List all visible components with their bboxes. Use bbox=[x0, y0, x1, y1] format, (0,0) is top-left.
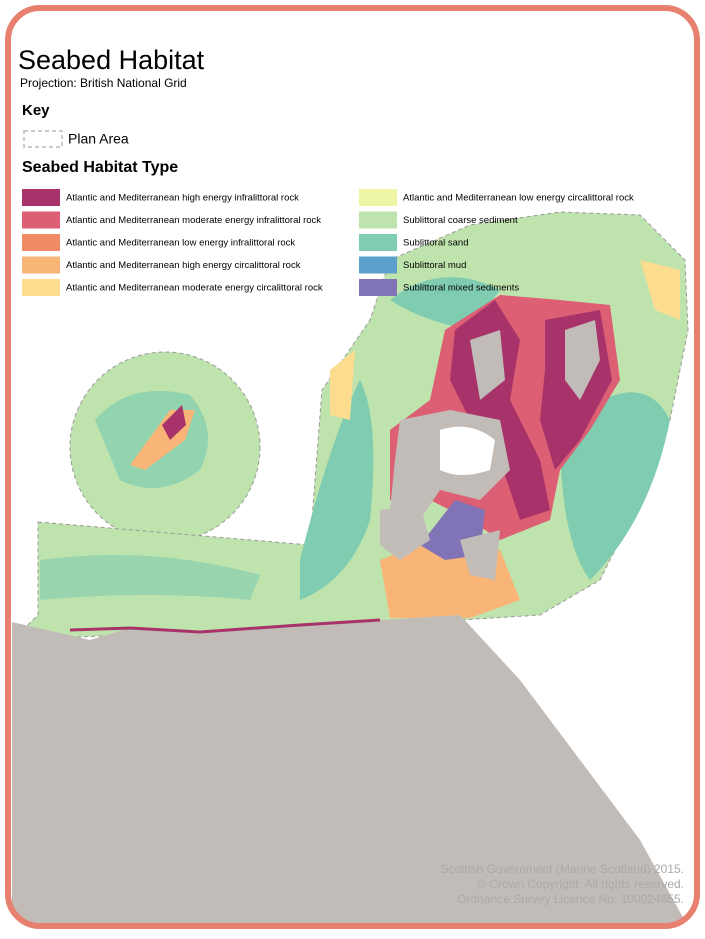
mainland bbox=[12, 615, 690, 926]
legend-swatch bbox=[359, 279, 397, 296]
habitat-area bbox=[300, 380, 374, 600]
legend-heading: Seabed Habitat Type bbox=[22, 159, 178, 176]
land bbox=[470, 330, 505, 400]
land-interior bbox=[440, 426, 495, 475]
plan-area-swatch bbox=[23, 130, 63, 148]
habitat-area bbox=[640, 260, 680, 320]
land bbox=[460, 530, 500, 580]
legend-label: Atlantic and Mediterranean low energy ci… bbox=[403, 193, 634, 204]
plan-area-label: Plan Area bbox=[68, 131, 129, 147]
legend-swatch bbox=[22, 256, 60, 274]
habitat-area bbox=[560, 392, 670, 580]
legend-label: Atlantic and Mediterranean low energy in… bbox=[66, 238, 295, 249]
legend-swatch bbox=[22, 234, 60, 251]
legend-swatch bbox=[359, 256, 397, 274]
legend-swatch bbox=[359, 211, 397, 229]
legend-label: Sublittoral mud bbox=[403, 260, 466, 271]
title: Seabed Habitat bbox=[18, 45, 205, 75]
legend-swatch bbox=[22, 279, 60, 296]
legend-label: Atlantic and Mediterranean moderate ener… bbox=[66, 283, 323, 294]
legend-swatch bbox=[22, 211, 60, 229]
legend: Atlantic and Mediterranean high energy i… bbox=[22, 189, 634, 296]
legend-label: Sublittoral mixed sediments bbox=[403, 283, 519, 294]
land bbox=[565, 320, 600, 400]
legend-label: Atlantic and Mediterranean high energy i… bbox=[66, 193, 299, 204]
subtitle: Projection: British National Grid bbox=[20, 76, 187, 90]
legend-label: Sublittoral coarse sediment bbox=[403, 215, 518, 226]
legend-label: Sublittoral sand bbox=[403, 238, 468, 249]
key-heading: Key bbox=[22, 102, 50, 119]
credit-line: Ordnance Survey Licence No. 100024655. bbox=[457, 892, 684, 906]
land bbox=[380, 505, 430, 560]
credit-line: © Crown Copyright, All rights reserved. bbox=[477, 877, 684, 891]
credits: Scottish Government (Marine Scotland) 20… bbox=[441, 862, 684, 906]
frame bbox=[5, 5, 700, 929]
credit-line: Scottish Government (Marine Scotland) 20… bbox=[441, 862, 684, 876]
legend-label: Atlantic and Mediterranean moderate ener… bbox=[66, 215, 321, 226]
map bbox=[10, 211, 690, 926]
habitat-area bbox=[40, 555, 260, 600]
legend-swatch bbox=[22, 189, 60, 206]
habitat-area bbox=[330, 350, 355, 420]
coastline-rock bbox=[69, 618, 381, 634]
legend-swatch bbox=[359, 189, 397, 206]
legend-label: Atlantic and Mediterranean high energy c… bbox=[66, 260, 301, 271]
habitat-area bbox=[162, 405, 186, 440]
legend-swatch bbox=[359, 234, 397, 251]
